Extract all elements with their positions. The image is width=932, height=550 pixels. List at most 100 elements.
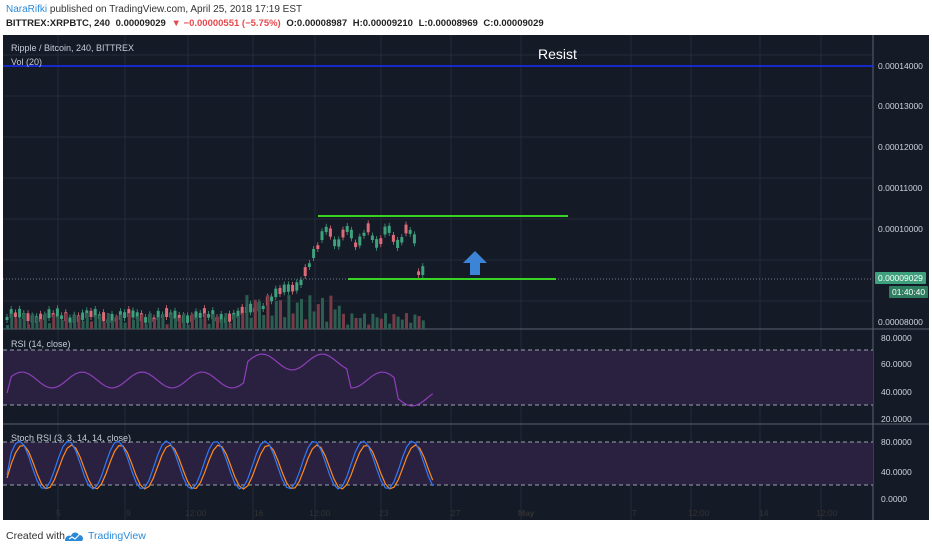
- x-tick: May: [518, 508, 535, 518]
- volume-bar: [295, 302, 299, 329]
- volume-bar: [287, 295, 291, 329]
- volume-bar: [300, 298, 303, 329]
- volume-bar: [111, 320, 114, 329]
- candle: [165, 308, 169, 318]
- volume-label: Vol (20): [11, 57, 43, 67]
- candle: [207, 314, 211, 318]
- x-tick: 14: [759, 508, 769, 518]
- candle: [173, 310, 177, 320]
- volume-bar: [123, 322, 127, 329]
- volume-bar: [245, 295, 249, 329]
- volume-bar: [48, 323, 51, 329]
- candle: [240, 306, 244, 315]
- symbol-label: BITTREX:XRPBTC, 240: [6, 18, 110, 29]
- price-tick: 0.00008000: [878, 317, 923, 327]
- volume-bar: [342, 313, 345, 329]
- candle: [93, 309, 97, 318]
- volume-bar: [10, 313, 14, 329]
- candle: [47, 309, 51, 319]
- volume-bar: [413, 314, 417, 329]
- candle: [198, 312, 202, 318]
- candle: [379, 238, 383, 245]
- candle: [400, 237, 404, 243]
- stoch-band: [3, 442, 873, 485]
- candle: [299, 279, 303, 285]
- volume-bar: [392, 314, 396, 329]
- chart-area[interactable]: Ripple / Bitcoin, 240, BITTREX Vol (20) …: [3, 35, 929, 520]
- candle: [312, 249, 316, 258]
- candle: [186, 315, 190, 323]
- volume-bar: [199, 318, 203, 329]
- volume-bar: [52, 314, 56, 329]
- volume-bar: [325, 321, 329, 329]
- candle: [291, 284, 295, 292]
- candle: [278, 287, 282, 295]
- candle: [362, 232, 366, 236]
- candle: [156, 310, 160, 320]
- rsi-tick: 60.0000: [881, 359, 912, 369]
- last-price-tag: 0.00009029: [875, 272, 926, 284]
- volume-bar: [203, 313, 207, 329]
- candle: [9, 309, 13, 319]
- x-tick: 12:00: [185, 508, 207, 518]
- tradingview-link[interactable]: TradingView: [88, 530, 146, 542]
- stoch-k-line: [6, 440, 434, 490]
- volume-bar: [207, 323, 211, 329]
- candle: [89, 310, 93, 318]
- candle: [345, 225, 349, 233]
- volume-bar: [321, 297, 324, 329]
- volume-bar: [308, 295, 312, 329]
- volume-bar: [69, 322, 72, 329]
- volume-bar: [22, 313, 26, 329]
- volume-bar: [56, 316, 60, 329]
- candle: [349, 229, 353, 239]
- candle: [383, 226, 387, 235]
- rsi-tick: 20.0000: [881, 414, 912, 424]
- candle: [135, 312, 139, 320]
- candle: [324, 226, 328, 233]
- candle: [81, 312, 85, 320]
- candle: [328, 228, 332, 237]
- volume-bar: [363, 313, 366, 329]
- volume-bar: [161, 313, 165, 329]
- volume-bar: [224, 313, 228, 329]
- candle: [274, 288, 278, 298]
- author-link[interactable]: NaraRifki: [6, 4, 48, 15]
- x-tick: 12:00: [688, 508, 710, 518]
- volume-bar: [228, 322, 232, 329]
- volume-bar: [291, 313, 295, 329]
- candle: [202, 308, 206, 318]
- volume-bar: [241, 312, 245, 329]
- candle: [391, 234, 395, 242]
- candle: [249, 303, 253, 313]
- volume-bar: [190, 313, 194, 329]
- candle: [144, 317, 148, 323]
- candle: [110, 313, 114, 323]
- candle: [131, 310, 135, 318]
- volume-bar: [405, 313, 408, 329]
- ohlc-line: BITTREX:XRPBTC, 240 0.00009029 ▼ −0.0000…: [6, 18, 547, 29]
- volume-bar: [85, 313, 89, 329]
- stoch-tick: 0.0000: [881, 494, 907, 504]
- price-tick: 0.00010000: [878, 224, 923, 234]
- volume-bar: [153, 318, 156, 329]
- volume-bar: [178, 317, 182, 329]
- low-value: L:0.00008969: [418, 18, 478, 29]
- candle: [68, 317, 72, 323]
- volume-bar: [174, 318, 177, 329]
- volume-bar: [421, 320, 425, 329]
- price-change: ▼ −0.00000551 (−5.75%): [171, 18, 281, 29]
- up-arrow-icon: [463, 251, 487, 275]
- volume-bar: [31, 313, 35, 329]
- volume-bar: [27, 324, 30, 329]
- candle: [286, 284, 290, 292]
- volume-bar: [367, 324, 371, 329]
- volume-bar: [77, 315, 81, 329]
- volume-bar: [6, 325, 9, 329]
- volume-bar: [136, 316, 140, 329]
- created-with-text: Created with: [6, 530, 65, 542]
- volume-bar: [232, 314, 236, 329]
- volume-bar: [379, 318, 383, 329]
- volume-bar: [354, 318, 358, 329]
- volume-bar: [274, 301, 278, 329]
